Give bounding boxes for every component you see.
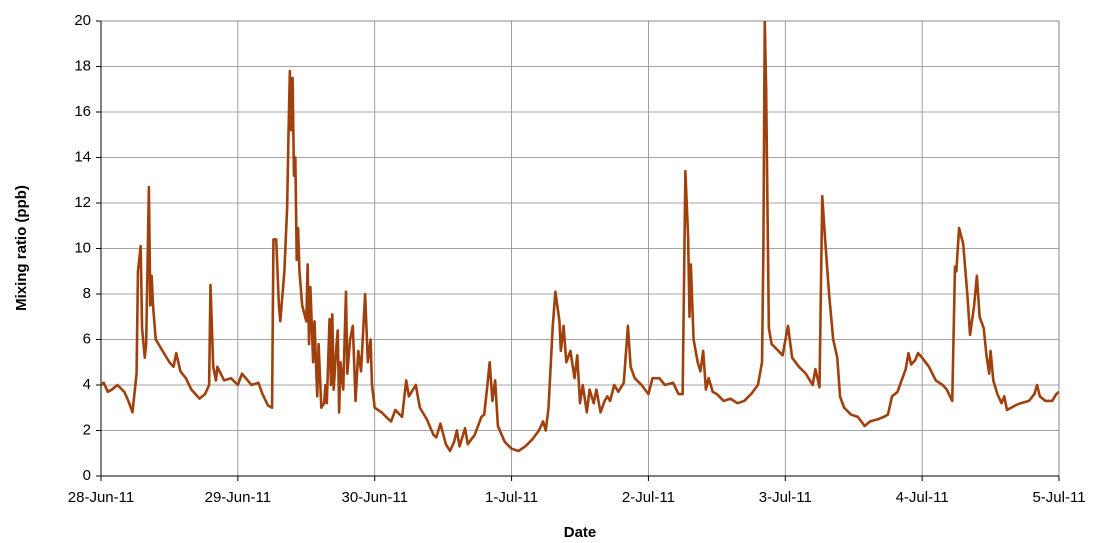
x-tick-label: 30-Jun-11 [341, 489, 407, 506]
y-tick-label: 14 [74, 148, 91, 165]
y-tick-label: 6 [83, 330, 91, 347]
y-tick-label: 2 [83, 421, 91, 438]
x-tick-label: 3-Jul-11 [759, 489, 812, 506]
y-tick-label: 16 [74, 103, 91, 120]
x-axis-title: Date [564, 524, 597, 541]
y-tick-label: 18 [74, 57, 91, 74]
y-tick-label: 8 [83, 285, 91, 302]
y-tick-label: 10 [74, 239, 91, 256]
y-tick-label: 12 [74, 194, 91, 211]
x-tick-label: 5-Jul-11 [1032, 489, 1085, 506]
data-line [101, 21, 1059, 453]
x-tick-label: 1-Jul-11 [485, 489, 538, 506]
x-tick-label: 2-Jul-11 [622, 489, 675, 506]
y-tick-label: 20 [74, 12, 91, 29]
y-tick-label: 4 [83, 376, 91, 393]
x-tick-label: 28-Jun-11 [68, 489, 134, 506]
x-tick-label: 4-Jul-11 [896, 489, 949, 506]
x-tick-label: 29-Jun-11 [205, 489, 271, 506]
y-axis-title: Mixing ratio (ppb) [13, 185, 30, 311]
y-tick-label: 0 [83, 467, 91, 484]
